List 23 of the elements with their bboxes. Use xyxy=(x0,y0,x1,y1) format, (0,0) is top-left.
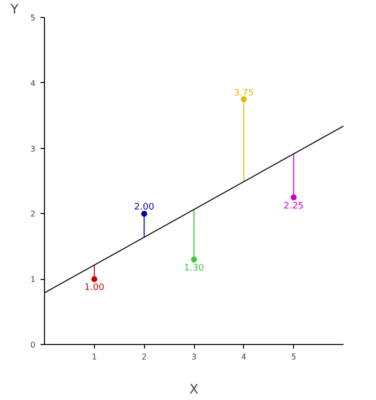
y-axis-title: Y xyxy=(10,2,18,18)
data-label: 1.30 xyxy=(184,263,204,274)
y-tick-label: 5 xyxy=(30,14,36,22)
x-axis-title: X xyxy=(190,382,199,398)
data-label: 2.25 xyxy=(284,201,304,212)
y-tick-label: 3 xyxy=(30,144,36,154)
point xyxy=(191,256,197,262)
x-tick-label: 1 xyxy=(92,352,97,362)
x-tick-label: 4 xyxy=(241,352,246,362)
point xyxy=(141,210,148,217)
x-tick-label: 2 xyxy=(142,352,147,362)
point xyxy=(91,276,98,282)
y-tick-label: 4 xyxy=(30,78,36,88)
y-tick-label: 1 xyxy=(30,275,36,284)
data-label: 3.75 xyxy=(234,88,254,98)
data-label: 1.00 xyxy=(84,283,105,294)
x-tick-label: 5 xyxy=(291,352,296,362)
x-tick-label: 3 xyxy=(191,352,197,362)
y-tick-label: 0 xyxy=(30,340,36,350)
y-tick-label: 2 xyxy=(30,210,36,219)
data-label: 2.00 xyxy=(134,202,154,213)
point xyxy=(240,96,247,102)
point xyxy=(290,194,297,200)
